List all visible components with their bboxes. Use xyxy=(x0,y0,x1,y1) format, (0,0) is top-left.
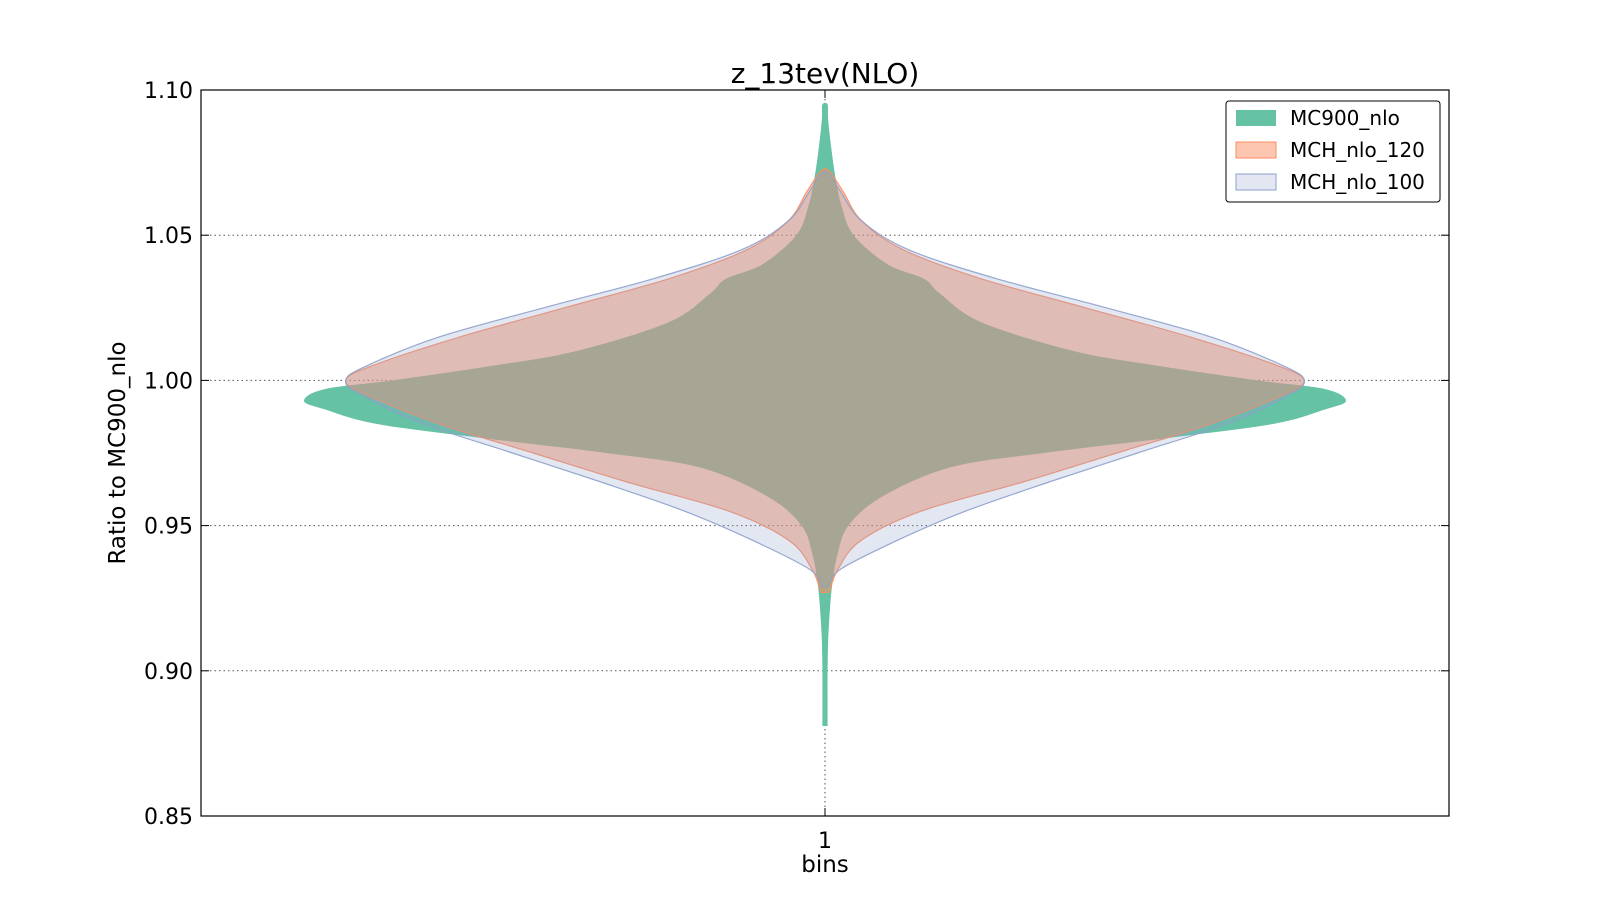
violins xyxy=(304,102,1346,726)
y-tick-label: 0.85 xyxy=(144,805,193,830)
y-tick-label: 1.00 xyxy=(144,369,193,394)
y-axis: 0.85 0.90 0.95 1.00 1.05 1.10 xyxy=(144,79,1449,830)
y-tick-label: 0.90 xyxy=(144,660,193,685)
x-axis: 1 xyxy=(818,90,832,854)
y-tick-label: 1.05 xyxy=(144,224,193,249)
violin-mch-nlo-120 xyxy=(345,168,1305,593)
legend-swatch-mc900-nlo xyxy=(1236,110,1276,126)
y-axis-label: Ratio to MC900_nlo xyxy=(105,341,131,564)
violin-mch-nlo-100 xyxy=(344,171,1306,588)
legend-label-mch-nlo-120: MCH_nlo_120 xyxy=(1290,138,1425,162)
x-tick-label: 1 xyxy=(818,829,832,854)
legend-box xyxy=(1225,100,1441,203)
legend-label-mc900-nlo: MC900_nlo xyxy=(1290,106,1400,130)
legend-label-mch-nlo-100: MCH_nlo_100 xyxy=(1290,170,1425,194)
legend-swatch-mch-nlo-100 xyxy=(1235,173,1277,191)
legend-swatch-mch-nlo-120 xyxy=(1235,141,1277,159)
y-tick-label: 1.10 xyxy=(144,79,193,104)
legend: MC900_nlo MCH_nlo_120 MCH_nlo_100 xyxy=(1225,100,1441,203)
x-axis-label: bins xyxy=(801,852,849,878)
y-tick-label: 0.95 xyxy=(144,515,193,540)
chart-title: z_13tev(NLO) xyxy=(731,57,920,90)
